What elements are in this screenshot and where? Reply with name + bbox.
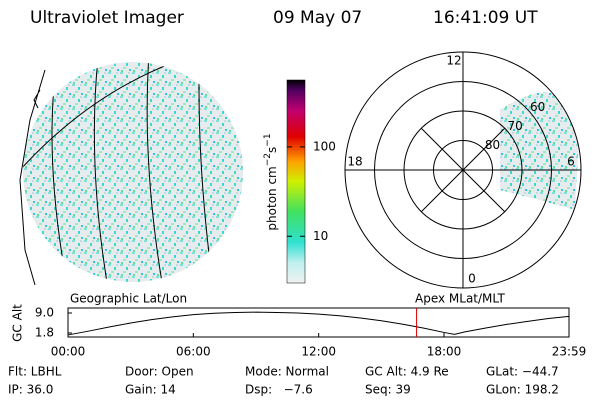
lat-label: 80 bbox=[485, 138, 500, 152]
label-part: −2 bbox=[263, 153, 273, 166]
footer: Flt: LBHL Door: Open Mode: Normal GC Alt: 4… bbox=[8, 365, 559, 397]
status-field: Seq: 39 bbox=[365, 383, 411, 397]
colorbar-tick-label: 10 bbox=[313, 229, 328, 243]
label-part: s bbox=[265, 147, 279, 153]
colorbar: 10 100 bbox=[286, 79, 336, 284]
mlt-label: 18 bbox=[347, 155, 362, 169]
x-tick-label: 23:59 bbox=[552, 345, 587, 359]
lat-label: 70 bbox=[507, 119, 522, 133]
time: 16:41:09 UT bbox=[433, 8, 538, 28]
mlt-label: 12 bbox=[446, 54, 461, 68]
status-field: IP: 36.0 bbox=[8, 383, 53, 397]
left-label: Geographic Lat/Lon bbox=[70, 292, 187, 306]
altitude-plot: 9.0 1.8 00:00 06:00 12:00 18:00 23:59 bbox=[35, 306, 586, 359]
x-tick-label: 06:00 bbox=[176, 345, 211, 359]
status-field: Dsp: −7.6 bbox=[245, 383, 313, 397]
right-label: Apex MLat/MLT bbox=[415, 292, 505, 306]
status-field: GC Alt: 4.9 Re bbox=[365, 365, 449, 379]
x-tick-label: 12:00 bbox=[301, 345, 336, 359]
diagonal bbox=[420, 127, 464, 171]
status-field: Door: Open bbox=[125, 365, 194, 379]
label-part: photon cm bbox=[265, 166, 279, 230]
mlt-label: 0 bbox=[468, 272, 476, 286]
altitude-line bbox=[67, 311, 570, 336]
colorbar-tick-label: 100 bbox=[313, 139, 336, 153]
title: Ultraviolet Imager bbox=[30, 8, 184, 28]
y-tick-label: 9.0 bbox=[35, 306, 54, 320]
earth-image bbox=[19, 62, 243, 286]
x-tick-label: 00:00 bbox=[51, 345, 86, 359]
y-label: GC Alt bbox=[11, 304, 25, 342]
diagonal bbox=[462, 169, 506, 213]
plot-frame bbox=[67, 307, 570, 338]
y-tick-label: 1.8 bbox=[35, 326, 54, 340]
polar-plot: 80 70 60 0 6 12 18 bbox=[344, 51, 582, 289]
date: 09 May 07 bbox=[273, 8, 362, 28]
status-field: GLon: 198.2 bbox=[486, 383, 559, 397]
lat-label: 60 bbox=[530, 100, 545, 114]
status-field: Flt: LBHL bbox=[8, 365, 62, 379]
status-field: Gain: 14 bbox=[125, 383, 176, 397]
mlt-label: 6 bbox=[567, 155, 575, 169]
colorbar-label: photon cm−2s−1 bbox=[263, 133, 279, 230]
diagonal bbox=[462, 127, 506, 171]
label-part: −1 bbox=[263, 133, 273, 146]
x-tick-label: 18:00 bbox=[427, 345, 462, 359]
status-field: Mode: Normal bbox=[245, 365, 329, 379]
diagonal bbox=[420, 169, 464, 213]
status-field: GLat: −44.7 bbox=[486, 365, 559, 379]
